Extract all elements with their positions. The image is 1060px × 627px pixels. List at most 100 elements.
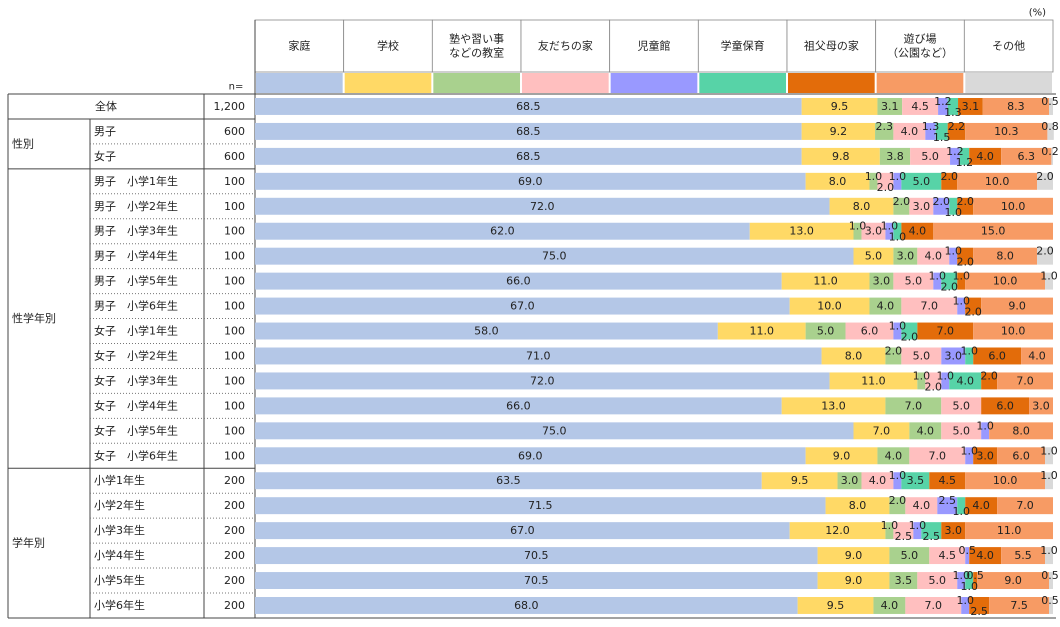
bar-segment-4 bbox=[893, 522, 914, 540]
bar-segment-8 bbox=[997, 497, 1053, 515]
data-label: 1.0 bbox=[1040, 444, 1058, 457]
data-label: 1.0 bbox=[1040, 544, 1058, 557]
data-label: 10.0 bbox=[817, 300, 842, 313]
data-label: 9.0 bbox=[833, 449, 851, 462]
data-label: 3.8 bbox=[886, 150, 904, 163]
data-label: 1.0 bbox=[960, 344, 978, 357]
bar-segment-4 bbox=[901, 297, 958, 315]
bar-segment-3 bbox=[877, 98, 903, 115]
data-label: 2.0 bbox=[941, 281, 959, 294]
data-label: 1.0 bbox=[976, 419, 994, 432]
data-label: 4.0 bbox=[913, 499, 931, 512]
bar-segment-5 bbox=[933, 272, 942, 290]
bar-segment-2 bbox=[761, 472, 838, 490]
data-label: 10.0 bbox=[1001, 200, 1026, 213]
data-label: 72.0 bbox=[530, 200, 555, 213]
bar-segment-1 bbox=[255, 147, 802, 165]
data-label: 2.2 bbox=[948, 120, 966, 133]
bar-segment-6 bbox=[901, 472, 930, 490]
unit-label: (%) bbox=[1029, 8, 1046, 19]
data-label: 1.3 bbox=[944, 106, 962, 119]
data-label: 0.5 bbox=[1041, 95, 1059, 108]
data-label: 0.5 bbox=[1041, 569, 1059, 582]
bar-segment-4 bbox=[861, 472, 894, 490]
data-label: 67.0 bbox=[510, 524, 535, 537]
data-label: 11.0 bbox=[861, 374, 886, 387]
legend-swatch-5 bbox=[610, 73, 698, 93]
data-label: 11.0 bbox=[813, 275, 838, 288]
bar-segment-4 bbox=[893, 272, 934, 290]
bar-segment-8 bbox=[1021, 347, 1053, 365]
row-n: 100 bbox=[224, 374, 245, 387]
data-label: 62.0 bbox=[490, 225, 515, 238]
data-label: 7.0 bbox=[1016, 499, 1034, 512]
group-label: 性別 bbox=[12, 136, 34, 150]
bar-segment-4 bbox=[910, 147, 951, 165]
legend-label-8: （公園など） bbox=[887, 47, 953, 60]
bar-segment-4 bbox=[909, 447, 966, 465]
bar-segment-1 bbox=[255, 397, 782, 415]
bar-segment-9 bbox=[1045, 472, 1053, 490]
bar-segment-7 bbox=[973, 572, 978, 589]
bar-segment-5 bbox=[925, 122, 936, 140]
data-label: 2.0 bbox=[925, 380, 943, 393]
bar-segment-1 bbox=[255, 372, 830, 390]
data-label: 1.5 bbox=[933, 131, 951, 144]
data-label: 8.0 bbox=[1012, 424, 1030, 437]
bar-segment-2 bbox=[829, 372, 918, 390]
data-label: 1.0 bbox=[952, 505, 970, 518]
bar-segment-6 bbox=[941, 272, 958, 290]
legend-swatch-9 bbox=[965, 73, 1052, 93]
data-label: 2.0 bbox=[893, 195, 911, 208]
data-label: 12.0 bbox=[825, 524, 850, 537]
row-label: 小学4年生 bbox=[94, 548, 145, 562]
bar-segment-7 bbox=[941, 172, 958, 190]
data-label: 3.0 bbox=[945, 524, 963, 537]
legend-swatch-2 bbox=[344, 73, 432, 93]
row-label: 女子 小学4年生 bbox=[94, 398, 178, 412]
bar-segment-6 bbox=[965, 347, 974, 365]
data-label: 4.0 bbox=[956, 374, 974, 387]
bar-segment-4 bbox=[905, 597, 962, 614]
bar-segment-5 bbox=[949, 247, 958, 265]
bar-segment-1 bbox=[255, 322, 718, 340]
bar-segment-1 bbox=[255, 172, 806, 190]
data-label: 1.0 bbox=[865, 170, 883, 183]
bar-segment-8 bbox=[1001, 147, 1052, 165]
data-label: 58.0 bbox=[474, 325, 499, 338]
data-label: 0.2 bbox=[1041, 145, 1059, 158]
bar-segment-8 bbox=[973, 322, 1053, 340]
row-label: 男子 小学1年生 bbox=[94, 174, 178, 188]
data-label: 4.0 bbox=[917, 424, 935, 437]
data-label: 5.0 bbox=[913, 349, 931, 362]
data-label: 1.0 bbox=[1040, 469, 1058, 482]
data-label: 8.0 bbox=[853, 200, 871, 213]
data-label: 1.0 bbox=[849, 220, 867, 233]
data-label: 8.0 bbox=[829, 175, 847, 188]
data-label: 7.0 bbox=[925, 599, 943, 612]
data-label: 1.0 bbox=[881, 519, 899, 532]
data-label: 9.0 bbox=[845, 574, 863, 587]
data-label: 1.0 bbox=[929, 270, 947, 283]
bar-segment-7 bbox=[917, 322, 974, 340]
data-label: 1.0 bbox=[945, 245, 963, 258]
row-n: 200 bbox=[224, 549, 245, 562]
bar-segment-4 bbox=[909, 197, 934, 215]
data-label: 2.0 bbox=[885, 344, 903, 357]
data-label: 5.0 bbox=[952, 399, 970, 412]
data-label: 1.2 bbox=[946, 145, 964, 158]
data-label: 71.5 bbox=[528, 499, 553, 512]
bar-segment-2 bbox=[825, 497, 890, 515]
bar-segment-2 bbox=[801, 98, 878, 115]
bar-segment-3 bbox=[869, 172, 878, 190]
bar-segment-3 bbox=[853, 222, 862, 240]
bar-segment-5 bbox=[893, 172, 902, 190]
legend-label-2: 学校 bbox=[377, 39, 399, 53]
data-label: 67.0 bbox=[510, 300, 535, 313]
bar-segment-8 bbox=[977, 572, 1050, 589]
data-label: 3.0 bbox=[913, 200, 931, 213]
bar-segment-8 bbox=[989, 422, 1053, 440]
data-label: 4.0 bbox=[1028, 349, 1046, 362]
data-label: 1.0 bbox=[952, 270, 970, 283]
bar-segment-4 bbox=[893, 122, 926, 140]
